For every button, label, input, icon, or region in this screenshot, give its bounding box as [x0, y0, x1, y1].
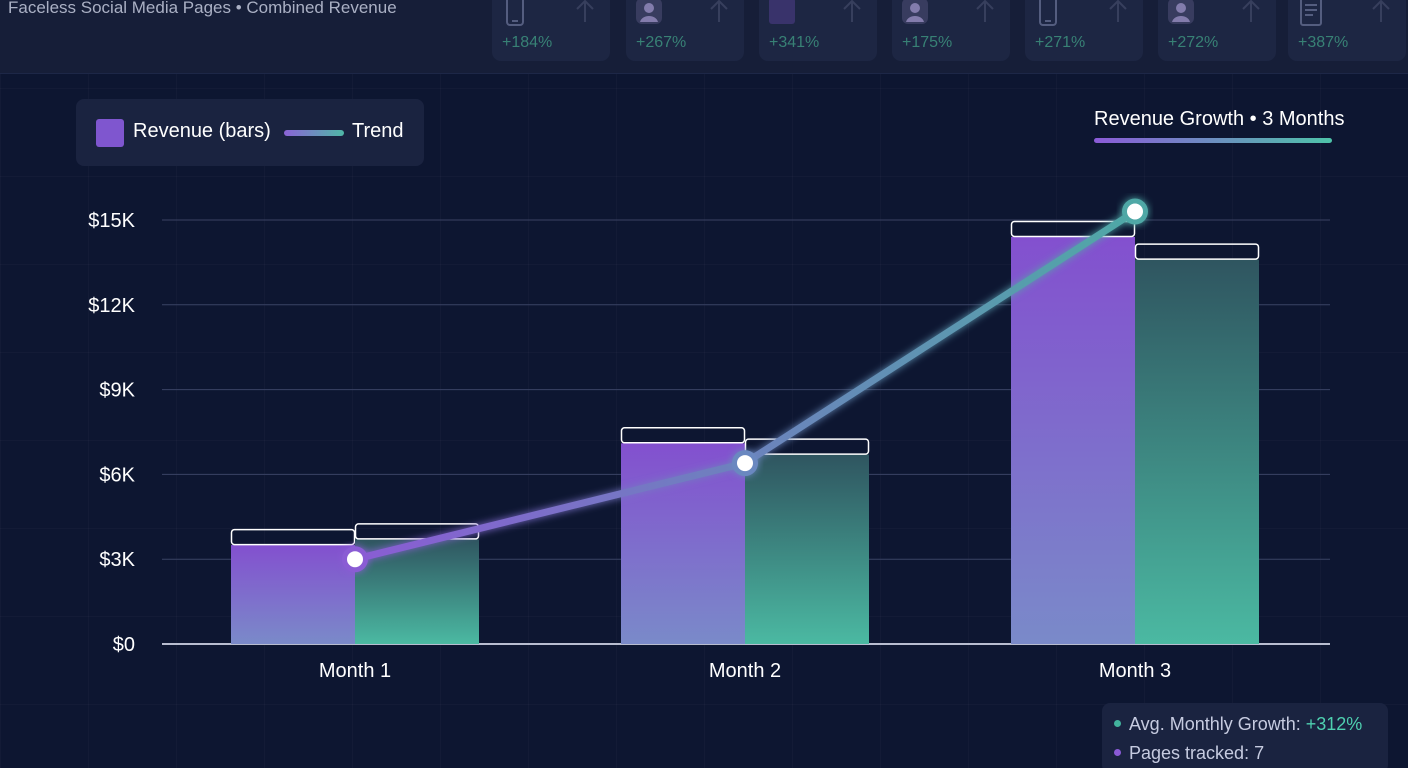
- metric-tile-percent: +267%: [636, 34, 687, 51]
- y-tick-label: $0: [113, 634, 135, 656]
- metric-tile-percent: +175%: [902, 34, 953, 51]
- y-tick-label: $15K: [88, 210, 135, 232]
- metric-tile-percent: +271%: [1035, 34, 1086, 51]
- bar-purple: [621, 443, 745, 644]
- bar-cap: [744, 438, 870, 455]
- bar-cap: [230, 528, 356, 546]
- growth-heading: Revenue Growth • 3 Months: [1094, 108, 1344, 143]
- y-tick-label: $3K: [99, 549, 135, 571]
- arrow-up-icon: [1366, 0, 1396, 26]
- bar-purple: [231, 545, 355, 644]
- metric-tile: +341%: [759, 0, 877, 61]
- bar-cap: [1010, 220, 1136, 238]
- metric-tile-percent: +184%: [502, 34, 553, 51]
- metric-tile: +387%: [1288, 0, 1406, 61]
- trend-point-center: [347, 551, 363, 568]
- arrow-up-icon: [970, 0, 1000, 26]
- legend-bars-swatch: [96, 119, 124, 147]
- growth-title: Revenue Growth • 3 Months: [1094, 108, 1345, 130]
- x-category-label: Month 3: [1099, 660, 1171, 682]
- stat-pages-label: Pages tracked: 7: [1129, 743, 1265, 763]
- x-category-label: Month 1: [319, 660, 391, 682]
- square-icon: [769, 0, 795, 26]
- phone-icon: [502, 0, 528, 26]
- arrow-up-icon: [570, 0, 600, 26]
- stat-dot-purple: [1114, 748, 1121, 756]
- y-tick-label: $9K: [99, 380, 135, 402]
- chart-legend: Revenue (bars) Trend: [76, 99, 424, 166]
- page-title: Faceless Social Media Pages • Combined R…: [8, 0, 397, 17]
- document-icon: [1298, 0, 1324, 26]
- stat-dot-teal: [1114, 719, 1121, 727]
- phone-icon: [1035, 0, 1061, 26]
- arrow-up-icon: [704, 0, 734, 26]
- metric-tile-percent: +272%: [1168, 34, 1219, 51]
- bar-cap: [620, 427, 746, 444]
- trend-point-center: [1127, 203, 1143, 220]
- stats-panel: Avg. Monthly Growth: +312% Pages tracked…: [1102, 703, 1388, 768]
- metric-tile: +184%: [492, 0, 610, 61]
- arrow-up-icon: [1103, 0, 1133, 26]
- x-category-label: Month 2: [709, 660, 781, 682]
- metric-tile: +175%: [892, 0, 1010, 61]
- avatar-icon: [636, 0, 662, 26]
- legend-bars-label: Revenue (bars): [133, 120, 271, 142]
- arrow-up-icon: [837, 0, 867, 26]
- legend-trend-swatch: [284, 130, 344, 136]
- stat-avg-growth: Avg. Monthly Growth: +312%: [1114, 714, 1362, 735]
- bar-teal: [745, 454, 869, 644]
- stat-pages: Pages tracked: 7: [1114, 743, 1264, 764]
- metric-tile: +271%: [1025, 0, 1143, 61]
- y-tick-label: $12K: [88, 295, 135, 317]
- avatar-icon: [902, 0, 928, 26]
- bar-teal: [1135, 259, 1259, 644]
- arrow-up-icon: [1236, 0, 1266, 26]
- trend-point-center: [737, 455, 753, 472]
- growth-underline: [1094, 138, 1332, 143]
- metric-tile: +267%: [626, 0, 744, 61]
- stat-avg-label: Avg. Monthly Growth:: [1129, 714, 1306, 734]
- bar-cap: [1134, 243, 1260, 260]
- y-tick-label: $6K: [99, 464, 135, 486]
- avatar-icon: [1168, 0, 1194, 26]
- metric-tile-percent: +341%: [769, 34, 820, 51]
- bar-purple: [1011, 236, 1135, 644]
- top-bar: Faceless Social Media Pages • Combined R…: [0, 0, 1408, 74]
- metric-tile-percent: +387%: [1298, 34, 1349, 51]
- stat-avg-value: +312%: [1305, 714, 1363, 734]
- legend-trend-label: Trend: [352, 120, 404, 142]
- metric-tile: +272%: [1158, 0, 1276, 61]
